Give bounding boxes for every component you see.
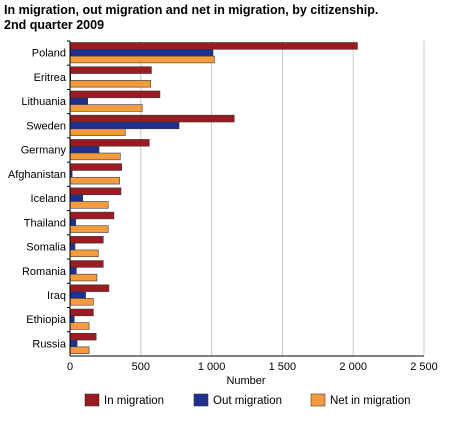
x-tick-label: 1 500 [269,361,297,373]
bar-net-in-migration [69,225,109,233]
bar-net-in-migration [69,298,94,306]
category-label: Afghanistan [8,169,66,181]
bar-net-in-migration [69,152,121,161]
legend-label: In migration [104,395,164,407]
bar-in-migration [69,66,152,74]
bar-net-in-migration [69,322,90,330]
grid-lines [140,41,425,356]
legend: In migration Out migration Net in migratio… [84,393,411,407]
bar-net-in-migration [69,55,215,64]
bar-in-migration [69,236,104,244]
legend-swatch [84,393,100,407]
legend-swatch [310,393,326,407]
bar-in-migration [69,42,358,50]
category-label: Somalia [26,242,67,254]
bar-out-migration [69,315,75,323]
category-label: Germany [21,145,67,157]
axes: 0 500 1 000 1 500 2 000 2 500 Poland Eritrea Lit… [8,40,438,373]
category-label: Iceland [31,193,66,205]
bar-out-migration [69,48,214,57]
bar-out-migration [69,242,76,251]
x-tick-label: 0 [67,361,73,373]
bar-out-migration [69,97,89,105]
bar-out-migration [69,145,100,154]
chart-subtitle: 2nd quarter 2009 [4,18,105,32]
bar-in-migration [69,308,94,317]
bar-out-migration [69,267,77,275]
category-label: Romania [22,266,67,278]
bar-out-migration [69,339,78,348]
bar-net-in-migration [69,80,152,88]
bar-net-in-migration [69,201,109,209]
bar-net-in-migration [69,249,99,258]
bar-in-migration [69,163,122,171]
bar-in-migration [69,187,122,195]
category-label: Poland [32,48,66,60]
bar-in-migration [69,284,110,292]
legend-label: Net in migration [330,395,411,407]
bar-net-in-migration [69,273,98,282]
bar-net-in-migration [69,128,126,136]
category-label: Ethiopia [26,314,67,326]
bar-net-in-migration [69,176,120,185]
bar-net-in-migration [69,346,90,354]
legend-label: Out migration [213,395,282,407]
bar-net-in-migration [69,104,143,112]
chart-title-block: In migration, out migration and net in m… [4,3,454,33]
bar-in-migration [69,114,235,123]
bar-in-migration [69,260,104,268]
bars [69,42,358,354]
bar-out-migration [69,291,86,299]
category-label: Russia [32,338,67,350]
bar-out-migration [69,194,84,202]
x-tick-label: 1 000 [198,361,226,373]
x-tick-label: 2 500 [410,361,438,373]
bar-in-migration [69,139,150,147]
category-label: Sweden [26,120,66,132]
legend-swatch [193,393,209,407]
chart-title: In migration, out migration and net in m… [4,3,379,17]
x-axis-title: Number [226,375,265,387]
bar-out-migration [69,121,180,130]
category-label: Iraq [47,290,66,302]
category-label: Lithuania [21,96,67,108]
x-tick-label: 2 000 [339,361,367,373]
x-tick-label: 500 [132,361,150,373]
category-label: Thailand [24,217,66,229]
category-label: Eritrea [34,72,67,84]
bar-in-migration [69,90,161,99]
bar-in-migration [69,211,115,220]
bar-in-migration [69,332,97,341]
bar-out-migration [69,218,76,227]
